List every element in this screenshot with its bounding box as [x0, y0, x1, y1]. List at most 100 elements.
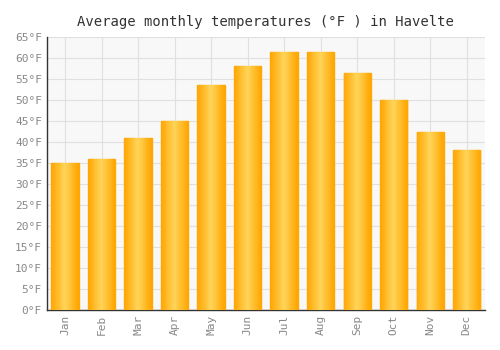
Bar [99, 159, 100, 310]
Bar [211, 85, 212, 310]
Bar [402, 100, 403, 310]
Bar [68, 163, 69, 310]
Bar [288, 52, 289, 310]
Bar [95, 159, 96, 310]
Bar [54, 163, 55, 310]
Bar [92, 159, 94, 310]
Bar [150, 138, 151, 310]
Bar [346, 73, 347, 310]
Bar [170, 121, 171, 310]
Bar [383, 100, 384, 310]
Bar [468, 150, 469, 310]
Bar [433, 132, 434, 310]
Bar [315, 52, 316, 310]
Bar [317, 52, 318, 310]
Bar [391, 100, 392, 310]
Bar [318, 52, 319, 310]
Bar [98, 159, 99, 310]
Bar [168, 121, 169, 310]
Bar [74, 163, 75, 310]
Bar [183, 121, 184, 310]
Bar [67, 163, 68, 310]
Bar [294, 52, 295, 310]
Bar [438, 132, 440, 310]
Bar [462, 150, 463, 310]
Bar [238, 66, 240, 310]
Bar [434, 132, 435, 310]
Bar [327, 52, 328, 310]
Bar [350, 73, 351, 310]
Bar [200, 85, 201, 310]
Bar [381, 100, 382, 310]
Bar [57, 163, 58, 310]
Bar [420, 132, 421, 310]
Bar [364, 73, 366, 310]
Bar [440, 132, 441, 310]
Bar [406, 100, 408, 310]
Bar [332, 52, 334, 310]
Bar [216, 85, 218, 310]
Bar [132, 138, 134, 310]
Bar [72, 163, 74, 310]
Bar [139, 138, 140, 310]
Bar [246, 66, 247, 310]
Bar [186, 121, 188, 310]
Bar [102, 159, 104, 310]
Bar [472, 150, 473, 310]
Bar [220, 85, 221, 310]
Bar [384, 100, 386, 310]
Bar [386, 100, 388, 310]
Bar [436, 132, 438, 310]
Bar [359, 73, 360, 310]
Bar [148, 138, 149, 310]
Bar [166, 121, 168, 310]
Bar [309, 52, 310, 310]
Bar [260, 66, 262, 310]
Bar [470, 150, 472, 310]
Bar [252, 66, 253, 310]
Bar [369, 73, 370, 310]
Bar [245, 66, 246, 310]
Bar [435, 132, 436, 310]
Bar [320, 52, 322, 310]
Bar [358, 73, 359, 310]
Bar [443, 132, 444, 310]
Bar [400, 100, 401, 310]
Bar [104, 159, 106, 310]
Bar [247, 66, 248, 310]
Bar [89, 159, 90, 310]
Bar [222, 85, 223, 310]
Bar [250, 66, 252, 310]
Bar [466, 150, 468, 310]
Bar [130, 138, 131, 310]
Bar [354, 73, 356, 310]
Bar [126, 138, 127, 310]
Bar [256, 66, 257, 310]
Bar [174, 121, 176, 310]
Bar [456, 150, 458, 310]
Bar [422, 132, 423, 310]
Bar [326, 52, 327, 310]
Bar [129, 138, 130, 310]
Bar [278, 52, 280, 310]
Bar [310, 52, 312, 310]
Bar [254, 66, 255, 310]
Bar [388, 100, 389, 310]
Bar [274, 52, 275, 310]
Bar [106, 159, 107, 310]
Bar [416, 132, 418, 310]
Bar [273, 52, 274, 310]
Bar [380, 100, 381, 310]
Bar [404, 100, 406, 310]
Bar [476, 150, 477, 310]
Bar [329, 52, 330, 310]
Bar [475, 150, 476, 310]
Bar [206, 85, 208, 310]
Bar [127, 138, 128, 310]
Bar [240, 66, 242, 310]
Bar [248, 66, 250, 310]
Bar [90, 159, 92, 310]
Bar [179, 121, 180, 310]
Bar [360, 73, 361, 310]
Bar [243, 66, 244, 310]
